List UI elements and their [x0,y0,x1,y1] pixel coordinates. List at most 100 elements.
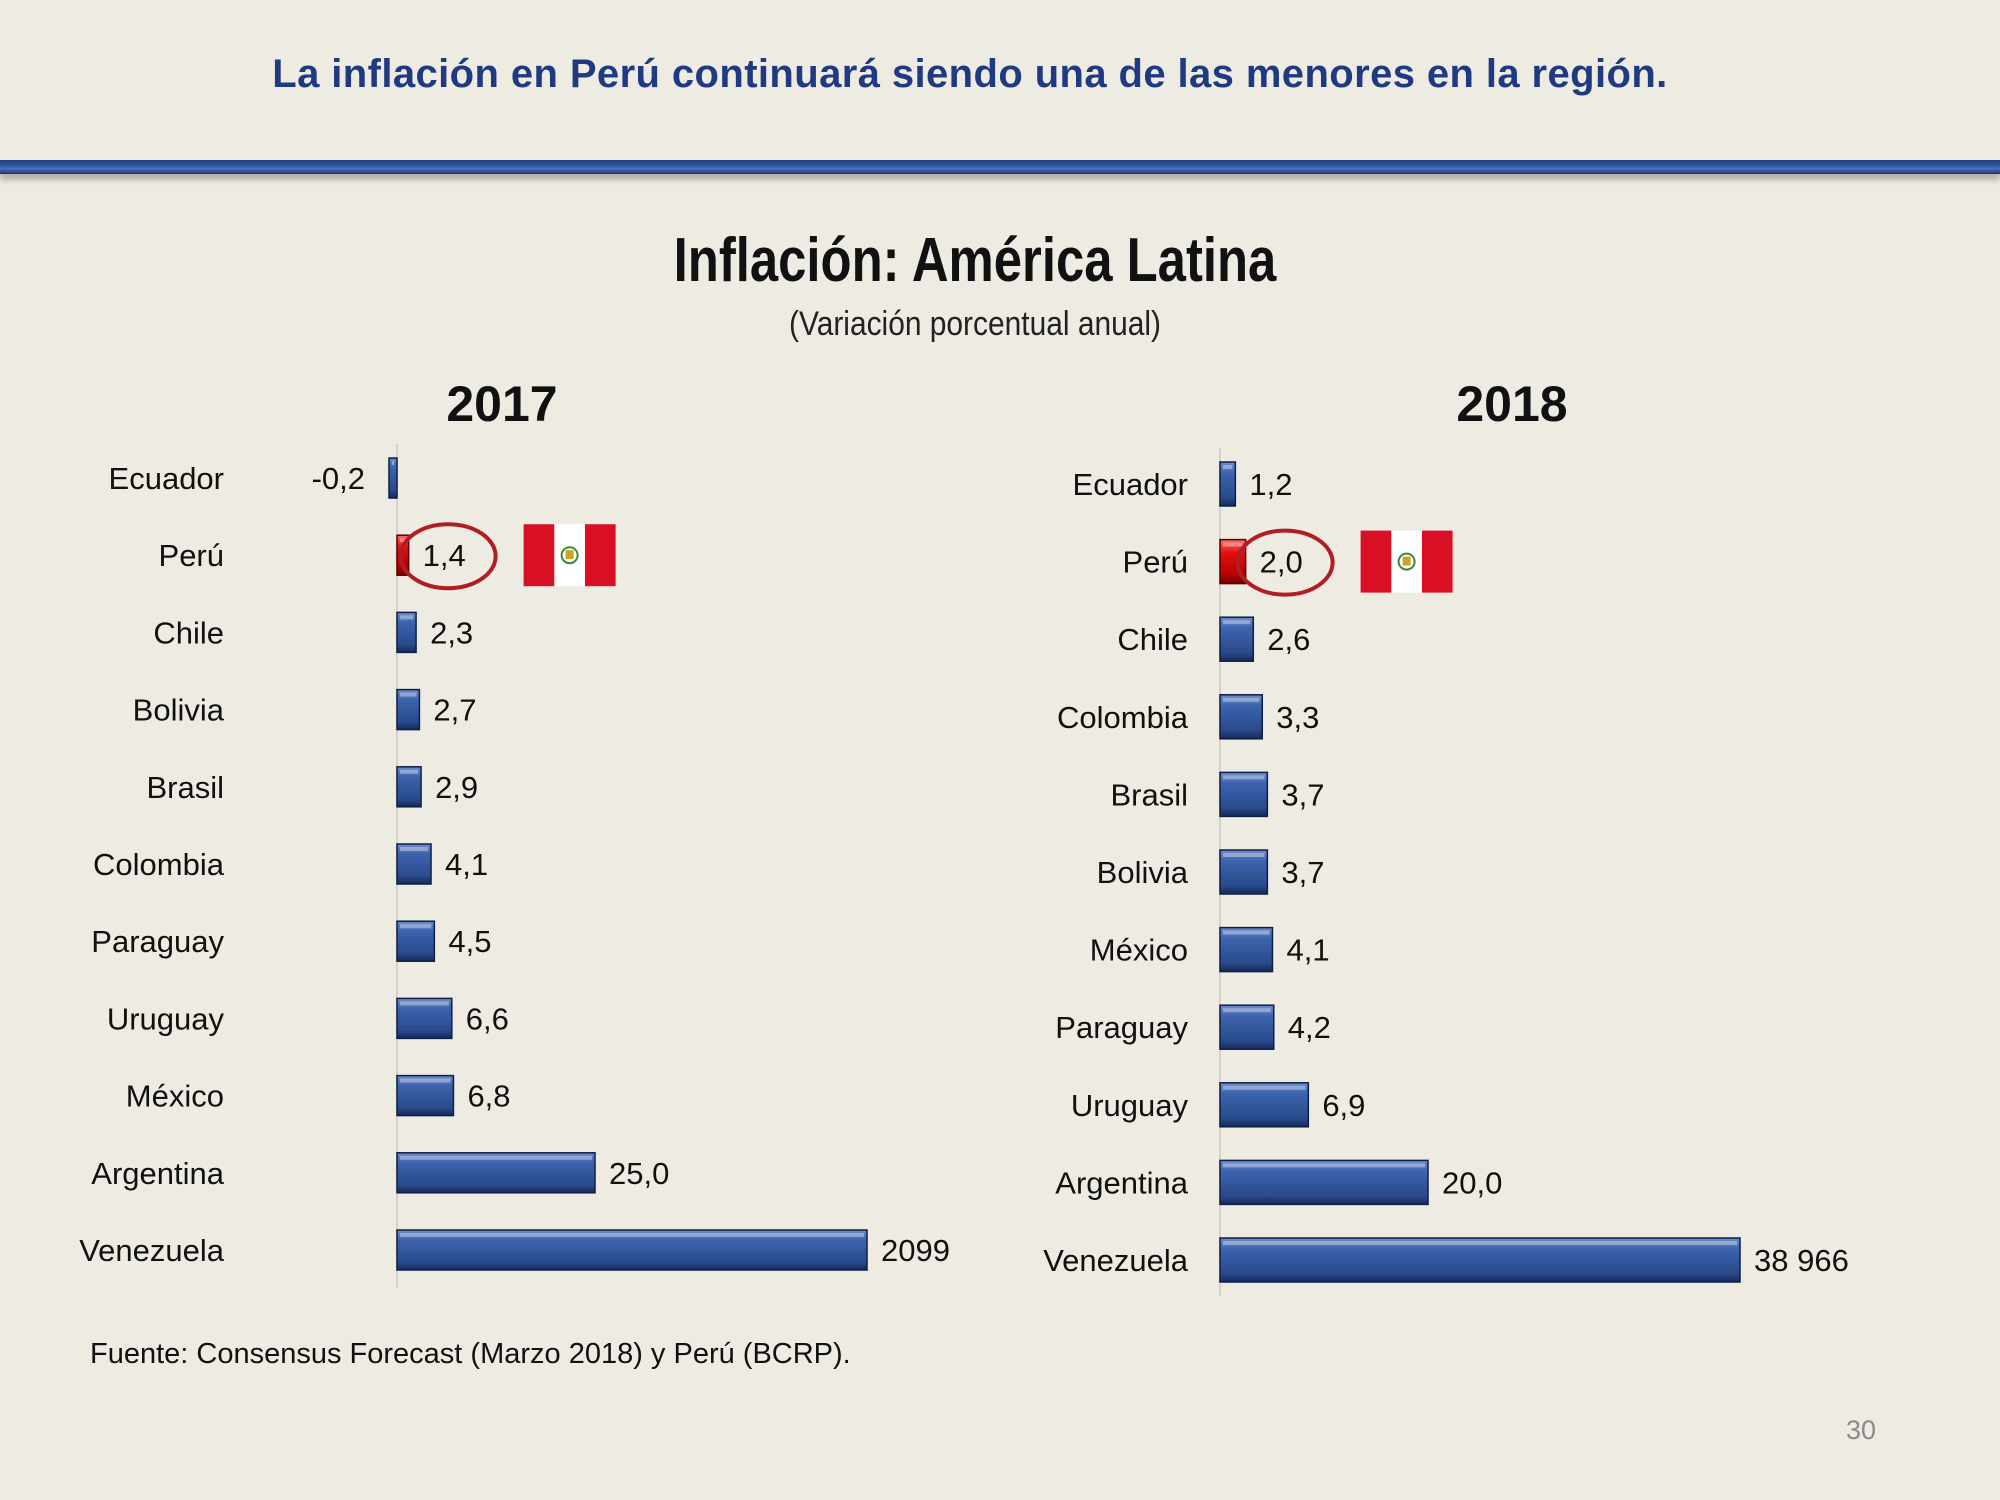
bar-colombia [396,843,432,885]
category-label-paraguay: Paraguay [91,924,224,959]
bar-ecuador [1219,461,1237,507]
bar-ecuador [388,457,398,499]
bar-uruguay [1219,1082,1310,1128]
value-label-mexico: 6,8 [467,1079,510,1114]
chart-title: Inflación: América Latina [673,226,1277,295]
chart-subtitle: (Variación porcentual anual) [788,305,1161,343]
category-label-argentina: Argentina [1055,1165,1188,1200]
category-label-brasil: Brasil [1110,777,1188,812]
category-label-chile: Chile [153,615,224,650]
bar-bolivia [1219,849,1269,895]
category-label-ecuador: Ecuador [1073,467,1188,502]
value-label-ecuador: 1,2 [1249,467,1292,502]
header-divider [0,160,2000,174]
bar-brasil [396,766,422,808]
bar-bevel [400,692,417,697]
bar-bevel [400,847,429,851]
bar-bevel [1223,465,1233,469]
bar-bevel [1223,542,1243,547]
bar-bevel [392,461,394,465]
bar-bevel [400,1078,451,1083]
value-label-mexico: 4,1 [1286,933,1329,968]
value-label-brasil: 3,7 [1281,777,1324,812]
category-label-mexico: México [1090,933,1188,968]
bar-argentina [396,1152,596,1194]
value-label-chile: 2,6 [1267,622,1310,657]
category-label-colombia: Colombia [93,847,225,882]
bar-chile [1219,616,1255,662]
bar-bevel [400,1155,592,1160]
bar-paraguay [396,920,436,962]
bar-uruguay [396,997,453,1040]
value-label-argentina: 25,0 [609,1156,669,1191]
value-label-chile: 2,3 [430,615,473,650]
chart-panel-2018: Ecuador 1,2 Perú 2,0 Chile 2,6 Colombia 3,3 Bras… [1043,448,1849,1296]
category-label-venezuela: Venezuela [1043,1243,1189,1278]
bar-bevel [1223,697,1260,702]
bar-bevel [1223,1241,1737,1245]
value-label-ecuador: -0,2 [312,461,365,496]
category-label-venezuela: Venezuela [79,1233,225,1268]
chart-panel-2017: Ecuador -0,2 Perú 1,4 Chile 2,3 Bolivia 2,7 Bras… [79,444,950,1288]
bar-venezuela [1219,1237,1741,1283]
bar-bolivia [396,688,421,731]
highlight-circle [398,522,498,591]
source-note: Fuente: Consensus Forecast (Marzo 2018) … [90,1338,851,1370]
category-label-brasil: Brasil [146,770,224,805]
page-number: 30 [1846,1415,1877,1445]
bar-mexico [396,1074,455,1117]
value-label-uruguay: 6,6 [466,1001,509,1036]
bar-bevel [400,1001,449,1006]
bar-bevel [1223,1085,1306,1090]
value-label-bolivia: 2,7 [433,693,476,728]
category-label-mexico: México [126,1079,224,1114]
bar-bevel [400,615,414,620]
value-label-brasil: 2,9 [435,770,478,805]
category-label-peru: Perú [159,538,224,573]
category-label-bolivia: Bolivia [1097,855,1189,890]
value-label-argentina: 20,0 [1442,1165,1502,1200]
category-label-argentina: Argentina [91,1156,224,1191]
bar-mexico [1219,926,1274,973]
bar-venezuela [396,1229,868,1271]
bar-colombia [1219,694,1263,740]
category-label-peru: Perú [1123,545,1188,580]
category-label-chile: Chile [1117,622,1188,657]
bar-bevel [400,538,406,543]
panel-label-2018: 2018 [1456,376,1568,432]
bar-argentina [1219,1159,1429,1206]
bar-bevel [1223,1008,1271,1013]
bar-chile [396,611,417,654]
value-label-paraguay: 4,2 [1288,1010,1331,1045]
value-label-uruguay: 6,9 [1322,1088,1365,1123]
value-label-venezuela: 2099 [881,1233,950,1268]
value-label-colombia: 4,1 [445,847,488,882]
bar-bevel [1223,775,1265,780]
bar-bevel [1223,853,1265,857]
bar-brasil [1219,771,1269,818]
value-label-peru: 1,4 [423,538,466,573]
category-label-colombia: Colombia [1057,700,1189,735]
category-label-bolivia: Bolivia [133,693,225,728]
bar-bevel [1223,620,1251,625]
panel-label-2017: 2017 [446,376,558,432]
category-label-uruguay: Uruguay [1071,1088,1189,1123]
bar-bevel [400,1233,864,1237]
category-label-paraguay: Paraguay [1055,1010,1188,1045]
highlight-circle [1235,528,1335,597]
category-label-uruguay: Uruguay [107,1001,225,1036]
bar-bevel [1223,930,1270,935]
value-label-colombia: 3,3 [1276,700,1319,735]
peru-flag-icon [1360,530,1453,593]
value-label-venezuela: 38 966 [1754,1243,1849,1278]
value-label-paraguay: 4,5 [448,924,491,959]
bar-paraguay [1219,1004,1275,1050]
value-label-bolivia: 3,7 [1281,855,1324,890]
slide-headline: La inflación en Perú continuará siendo u… [272,52,1668,96]
bar-bevel [1223,1163,1425,1168]
bar-bevel [400,769,419,774]
category-label-ecuador: Ecuador [109,461,224,496]
bar-peru [396,534,410,576]
value-label-peru: 2,0 [1260,545,1303,580]
